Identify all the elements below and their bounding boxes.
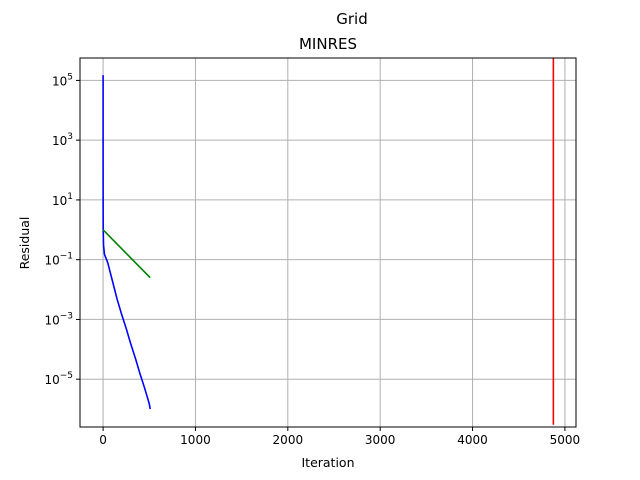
x-tick-label: 3000 [365, 433, 396, 447]
x-tick-label: 1000 [180, 433, 211, 447]
x-tick-label: 4000 [457, 433, 488, 447]
y-tick-label: 103 [52, 132, 73, 148]
series-line-2 [102, 229, 151, 279]
chart-title: MINRES [299, 35, 357, 53]
y-tick-label: 10−1 [44, 252, 73, 268]
x-axis-ticks: 0 1000 2000 3000 4000 5000 [99, 427, 580, 447]
x-axis-label: Iteration [301, 455, 354, 470]
grid-lines [80, 58, 576, 427]
x-tick-label: 2000 [273, 433, 304, 447]
x-tick-label: 5000 [550, 433, 581, 447]
y-tick-label: 101 [52, 192, 73, 208]
series-group [102, 58, 555, 425]
figure-suptitle: Grid [336, 10, 367, 28]
y-axis-label: Residual [17, 217, 32, 270]
y-tick-label: 105 [52, 72, 73, 88]
series-line-1 [102, 75, 151, 410]
x-tick-label: 0 [99, 433, 107, 447]
y-tick-label: 10−3 [44, 311, 73, 327]
y-axis-ticks: 105 103 101 10−1 10−3 10−5 [44, 72, 80, 387]
axes-frame [79, 57, 577, 428]
y-tick-label: 10−5 [44, 371, 73, 387]
